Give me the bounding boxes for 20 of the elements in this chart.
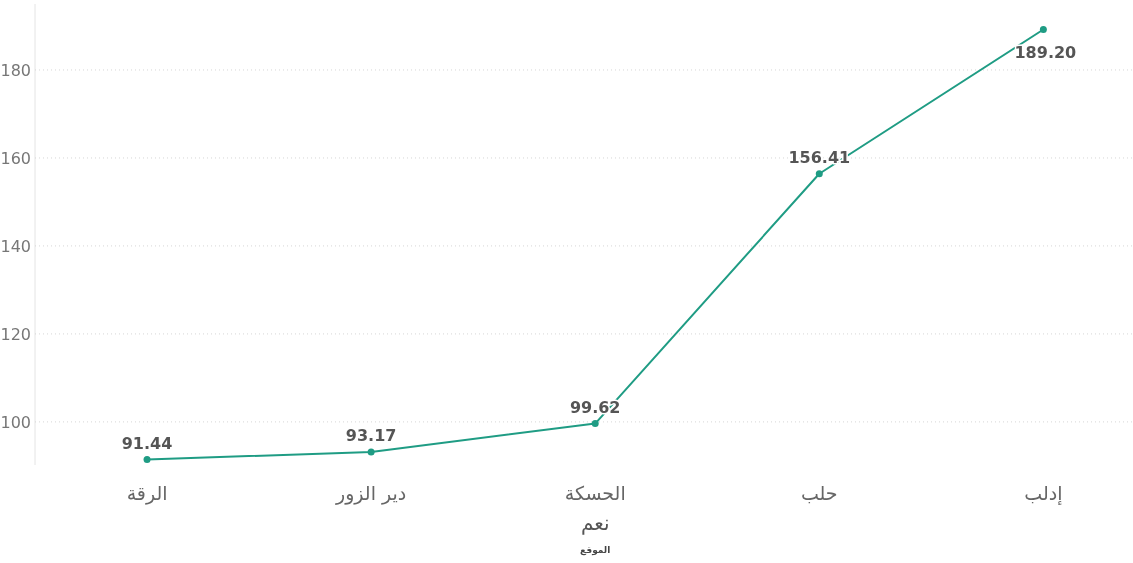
- point: [815, 170, 823, 178]
- point: [143, 456, 151, 464]
- data-label: 189.20: [1014, 42, 1077, 62]
- x-tick-label: الحسكة: [564, 482, 626, 504]
- data-label: 91.44: [121, 433, 173, 453]
- text: الموقع: [580, 545, 611, 556]
- x-tick-label: الرقة: [126, 482, 168, 505]
- x-tick-label: دير الزور: [335, 482, 407, 505]
- y-tick-label: 100: [0, 412, 31, 432]
- point: [591, 420, 599, 428]
- y-tick-label: 140: [0, 236, 31, 256]
- x-tick-label: إدلب: [1024, 482, 1063, 506]
- data-label: 93.17: [345, 425, 397, 445]
- point: [367, 448, 375, 456]
- point: [1039, 26, 1047, 34]
- y-tick-label: 160: [0, 148, 31, 168]
- x-tick-label: حلب: [800, 482, 838, 504]
- x-axis-title: نعم: [580, 511, 610, 535]
- y-tick-label: 180: [0, 60, 31, 80]
- y-tick-label: 120: [0, 324, 31, 344]
